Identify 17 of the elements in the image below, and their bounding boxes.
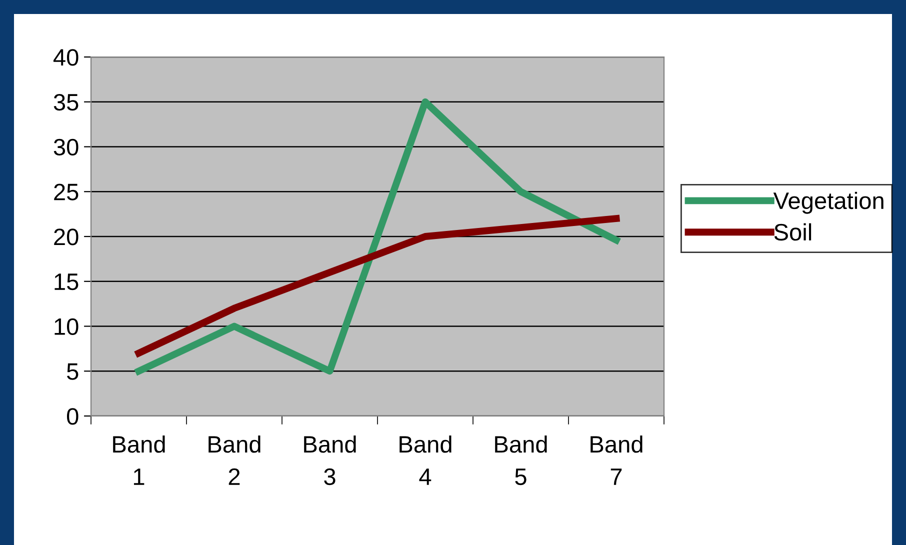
y-tick-label: 25 [54,184,78,200]
x-tick-label: Band 3 [304,435,356,486]
legend-label: Vegetation [773,192,884,214]
x-tick-label: Band 5 [495,435,547,486]
x-tick-label: Band 1 [113,435,165,485]
y-tick-label: 15 [54,274,78,290]
x-tick-label: Band 2 [208,435,260,485]
legend-label: Soil [774,223,812,241]
y-tick-label: 40 [53,49,78,66]
y-tick-label: 0 [66,408,78,425]
y-tick-label: 35 [54,94,78,111]
y-tick-label: 30 [54,138,78,156]
y-tick-label: 5 [67,363,78,380]
y-tick-label: 10 [54,318,78,336]
x-tick-label: Band 4 [400,435,452,485]
y-tick-label: 20 [54,228,78,246]
x-tick-label: Band 7 [590,435,642,485]
